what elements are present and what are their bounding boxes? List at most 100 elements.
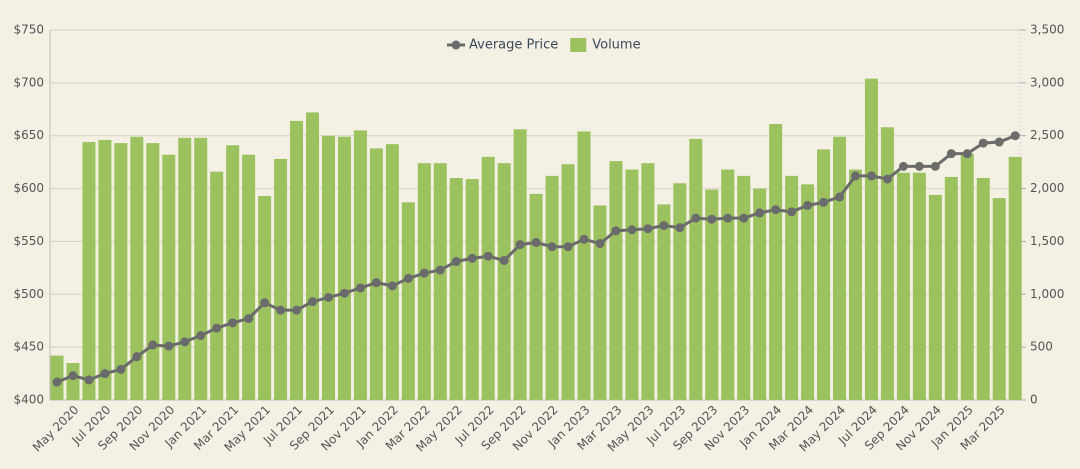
bar: [960, 153, 974, 400]
bar: [290, 120, 304, 401]
bar: [130, 136, 144, 400]
price-point: [387, 281, 397, 291]
price-point: [339, 288, 349, 298]
price-point: [435, 265, 445, 275]
bar: [625, 169, 639, 400]
bar: [274, 158, 288, 400]
bar: [737, 175, 751, 400]
price-point: [467, 253, 477, 263]
legend-label: Average Price: [469, 38, 558, 53]
bar: [210, 171, 224, 400]
price-point: [483, 251, 493, 261]
price-point: [962, 149, 972, 159]
price-point: [675, 223, 685, 233]
bar: [321, 135, 335, 400]
price-point: [755, 208, 765, 218]
y-tick-label: $550: [13, 234, 44, 248]
price-point: [323, 292, 333, 302]
price-point: [100, 369, 110, 379]
price-point: [994, 137, 1004, 147]
price-point: [260, 298, 270, 308]
bar: [82, 142, 96, 401]
bar: [689, 138, 703, 400]
price-point: [691, 213, 701, 223]
price-point: [771, 205, 781, 215]
price-point: [643, 224, 653, 234]
y2-tick-label: 0: [1030, 393, 1038, 407]
price-point: [707, 214, 717, 224]
bar: [417, 163, 431, 400]
price-point: [148, 340, 158, 350]
y-tick-label: $450: [13, 340, 44, 354]
price-point: [276, 305, 286, 315]
price-point: [371, 278, 381, 288]
bar: [641, 163, 655, 400]
price-point: [52, 377, 62, 387]
bar: [577, 131, 591, 400]
bar: [753, 188, 767, 400]
price-point: [403, 273, 413, 283]
bar: [433, 163, 447, 400]
price-point: [1010, 131, 1020, 141]
price-point: [659, 221, 669, 231]
legend-label: Volume: [592, 38, 640, 53]
bar: [529, 193, 543, 400]
y-tick-label: $400: [13, 393, 44, 407]
price-point: [627, 225, 637, 235]
price-point: [930, 161, 940, 171]
price-point: [68, 371, 78, 381]
price-point: [803, 200, 813, 210]
bar: [673, 183, 687, 400]
price-point: [228, 318, 238, 328]
price-point: [611, 226, 621, 236]
bar: [114, 143, 128, 400]
legend-dot: [451, 40, 461, 50]
price-point: [212, 323, 222, 333]
price-point: [851, 171, 860, 181]
y-tick-label: $700: [13, 75, 44, 89]
bar: [258, 195, 272, 400]
y-tick-label: $650: [13, 128, 44, 142]
bar: [928, 194, 942, 400]
price-point: [196, 331, 206, 341]
bar: [401, 202, 415, 400]
bar: [513, 129, 527, 400]
bar: [801, 184, 815, 400]
bar: [833, 136, 847, 400]
bar: [705, 189, 719, 400]
bar: [162, 154, 176, 400]
price-point: [787, 207, 797, 217]
bar: [98, 139, 112, 400]
bar: [385, 144, 399, 400]
legend: Average Price Volume: [447, 38, 641, 53]
bar: [609, 161, 623, 400]
bar: [896, 172, 910, 400]
price-point: [882, 174, 892, 184]
price-point: [499, 255, 509, 265]
x-tick-label: May 2020: [30, 403, 82, 455]
bar: [353, 130, 367, 400]
bar: [449, 178, 463, 400]
y-tick-label: $500: [13, 287, 44, 301]
price-point: [866, 171, 876, 181]
price-point: [563, 242, 573, 252]
bar: [817, 149, 831, 400]
bar: [337, 136, 351, 400]
bar: [880, 127, 894, 400]
bar: [481, 156, 495, 400]
price-point: [355, 283, 365, 293]
bar: [721, 169, 735, 400]
bar: [369, 148, 383, 400]
price-point: [547, 242, 557, 252]
bar: [769, 124, 783, 400]
y2-tick-label: 1,500: [1030, 234, 1064, 248]
price-point: [819, 197, 829, 207]
bar: [497, 163, 511, 400]
legend-swatch: [570, 38, 587, 52]
y2-tick-label: 2,500: [1030, 128, 1064, 142]
y2-tick-label: 3,000: [1030, 75, 1064, 89]
price-point: [132, 352, 142, 362]
bar: [146, 143, 160, 400]
price-point: [515, 240, 525, 250]
bar: [593, 205, 607, 400]
